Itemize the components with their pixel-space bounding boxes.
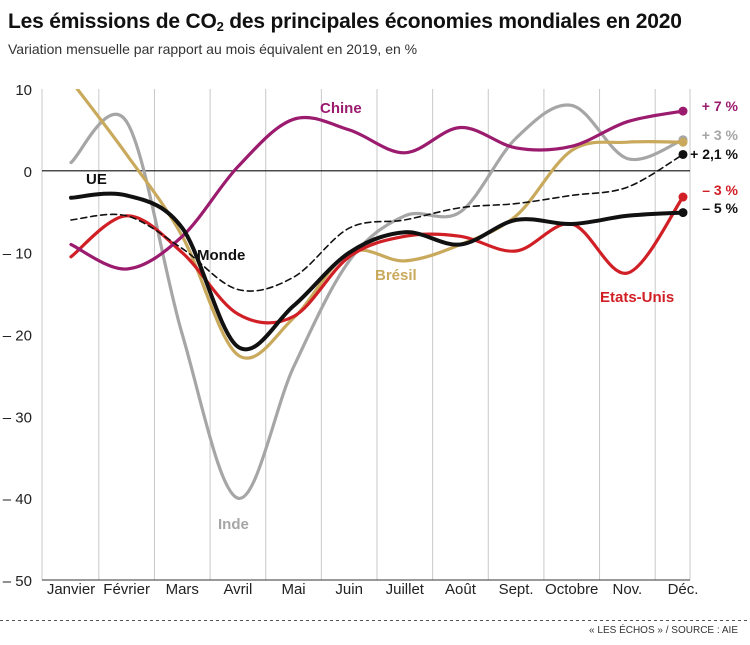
chart-subtitle: Variation mensuelle par rapport au mois … [8, 41, 418, 57]
y-tick-label: 10 [15, 82, 32, 99]
x-tick-label: Octobre [545, 581, 598, 598]
series-line-monde [70, 153, 684, 292]
end-value-etats-unis: – 3 % [702, 182, 738, 198]
series-lines [69, 89, 688, 500]
y-tick-label: – 40 [3, 491, 32, 508]
end-values: + 7 % + 3 % – 3 % + 2,1 % – 5 % [690, 98, 738, 216]
series-label-monde: Monde [197, 247, 245, 264]
source-note: « LES ÉCHOS » / SOURCE : AIE [589, 625, 738, 636]
series-label-inde: Inde [218, 516, 249, 533]
x-axis: Janvier Février Mars Avril Mai Juin Juillet Aoû… [47, 581, 699, 598]
series-labels: Chine Inde Brésil Etats-Unis Monde UE [86, 100, 674, 533]
end-marker-monde [678, 149, 688, 159]
end-marker-etats-unis [678, 192, 688, 202]
x-tick-label: Déc. [668, 581, 699, 598]
y-axis: 10 0 – 10 – 20 – 30 – 40 – 50 [3, 82, 32, 590]
y-tick-label: – 30 [3, 409, 32, 426]
end-value-chine: + 7 % [702, 98, 739, 114]
series-label-etats-unis: Etats-Unis [600, 289, 674, 306]
x-tick-label: Sept. [499, 581, 534, 598]
y-tick-label: 0 [24, 164, 32, 181]
end-value-ue: – 5 % [702, 200, 738, 216]
series-line-ue [69, 191, 685, 352]
x-tick-label: Janvier [47, 581, 95, 598]
chart-title: Les émissions de CO2 des principales éco… [8, 10, 682, 34]
end-value-inde: + 3 % [702, 127, 739, 143]
end-value-monde: + 2,1 % [690, 146, 738, 162]
end-marker-ue [678, 208, 688, 218]
series-label-chine: Chine [320, 100, 362, 117]
end-marker-bresil [678, 137, 688, 147]
y-tick-label: – 50 [3, 573, 32, 590]
x-tick-label: Juin [335, 581, 363, 598]
x-tick-label: Juillet [386, 581, 425, 598]
grid [41, 89, 691, 581]
y-tick-label: – 10 [3, 246, 32, 263]
x-tick-label: Nov. [612, 581, 642, 598]
x-tick-label: Août [445, 581, 477, 598]
x-tick-label: Avril [223, 581, 252, 598]
series-line-chine [69, 109, 685, 271]
end-marker-chine [678, 106, 688, 116]
series-line-etats-unis [69, 195, 685, 325]
y-tick-label: – 20 [3, 328, 32, 345]
series-label-ue: UE [86, 171, 107, 188]
x-tick-label: Février [103, 581, 150, 598]
x-tick-label: Mars [166, 581, 199, 598]
series-label-bresil: Brésil [375, 267, 417, 284]
x-tick-label: Mai [281, 581, 305, 598]
